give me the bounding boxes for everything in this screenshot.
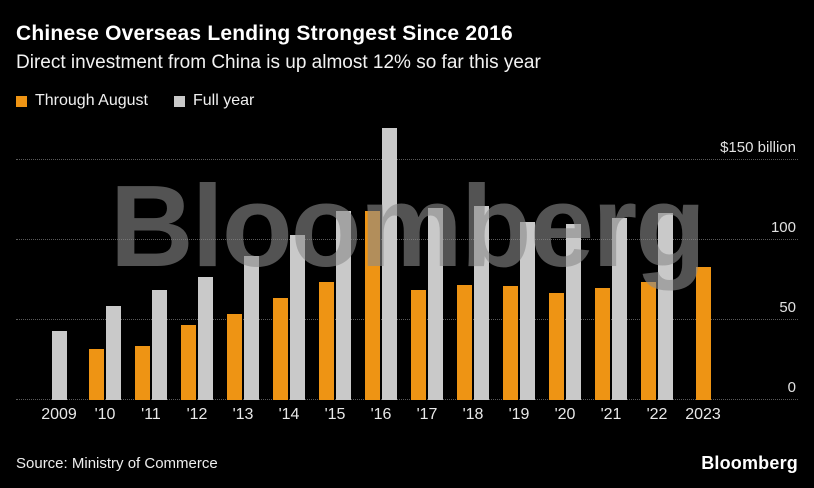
bar-group-2009 [36,120,82,400]
bar-through-august-16 [365,211,380,400]
y-axis-label-100: 100 [770,219,796,236]
gridline-0 [16,399,798,400]
bar-full-year-15 [336,211,351,400]
bar-group-20 [542,120,588,400]
x-axis-label-2023: 2023 [685,406,721,423]
legend-label-through-august: Through August [35,92,148,109]
bar-full-year-22 [658,212,673,400]
bar-through-august-15 [319,281,334,400]
x-axis-label-20: '20 [554,406,576,423]
bar-group-11 [128,120,174,400]
chart-title: Chinese Overseas Lending Strongest Since… [16,22,513,45]
source-text: Source: Ministry of Commerce [16,455,218,472]
bar-through-august-21 [595,288,610,400]
bar-group-12 [174,120,220,400]
bar-full-year-21 [612,217,627,400]
bar-full-year-11 [152,289,167,400]
bar-full-year-20 [566,224,581,400]
bar-through-august-2023 [695,267,711,400]
bar-through-august-14 [273,297,288,400]
bar-full-year-2009 [51,331,67,400]
chart-subtitle: Direct investment from China is up almos… [16,52,541,73]
bar-full-year-13 [244,256,259,400]
bar-through-august-12 [181,324,196,400]
bar-through-august-19 [503,286,518,400]
bar-group-22 [634,120,680,400]
x-axis-label-17: '17 [416,406,438,423]
x-axis-label-21: '21 [600,406,622,423]
bar-full-year-16 [382,128,397,400]
bar-full-year-19 [520,222,535,400]
bar-full-year-12 [198,276,213,400]
bar-group-15 [312,120,358,400]
gridline-100 [16,239,798,240]
x-axis: 2009 '10 '11 '12 '13 '14 '15 '16 '17 '18 '19 '20 '21… [36,406,726,424]
y-axis-label-50: 50 [779,299,796,316]
bar-group-13 [220,120,266,400]
x-axis-label-2009: 2009 [41,406,77,423]
plot-area: 0 50 100 $150 billion [16,120,798,400]
x-axis-label-16: '16 [370,406,392,423]
legend-swatch-full-year [173,95,185,107]
bar-group-2023 [680,120,726,400]
bar-through-august-22 [641,281,656,400]
bar-group-19 [496,120,542,400]
x-axis-label-19: '19 [508,406,530,423]
legend-item-full-year: Full year [173,92,255,110]
x-axis-label-14: '14 [278,406,300,423]
legend-item-through-august: Through August [16,92,148,110]
bar-full-year-10 [106,305,121,400]
x-axis-label-12: '12 [186,406,208,423]
bar-group-18 [450,120,496,400]
bar-through-august-10 [89,348,104,400]
bar-group-14 [266,120,312,400]
x-axis-label-22: '22 [646,406,668,423]
bar-through-august-20 [549,292,564,400]
x-axis-label-15: '15 [324,406,346,423]
bar-through-august-17 [411,289,426,400]
bar-through-august-18 [457,284,472,400]
bar-through-august-13 [227,313,242,400]
bar-group-17 [404,120,450,400]
bar-full-year-14 [290,235,305,400]
bar-full-year-18 [474,206,489,400]
bar-group-10 [82,120,128,400]
x-axis-label-10: '10 [94,406,116,423]
x-axis-label-11: '11 [141,406,161,423]
y-axis-label-0: 0 [787,379,796,396]
x-axis-label-18: '18 [462,406,484,423]
legend-label-full-year: Full year [192,92,255,109]
bar-full-year-17 [428,208,443,400]
bar-group-21 [588,120,634,400]
x-axis-label-13: '13 [232,406,254,423]
bar-group-16 [358,120,404,400]
bloomberg-logo: Bloomberg [701,453,798,473]
legend-swatch-through-august [16,95,27,107]
gridline-50 [16,319,798,320]
legend: Through August Full year [16,92,254,110]
bar-through-august-11 [135,345,150,400]
bars-row [36,120,726,400]
y-axis-label-150: $150 billion [720,139,796,156]
gridline-150 [16,159,798,160]
